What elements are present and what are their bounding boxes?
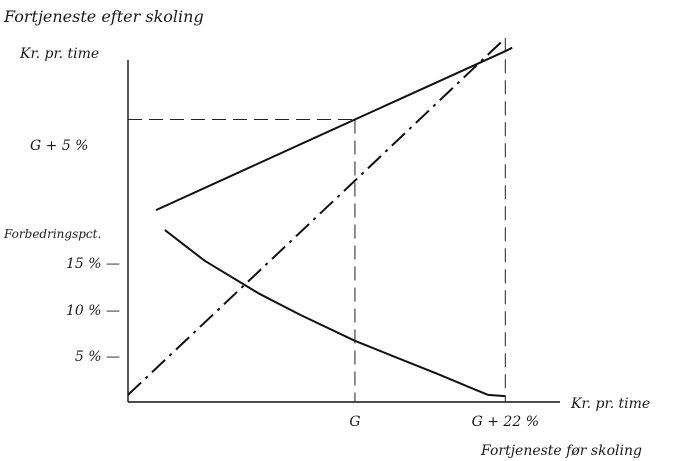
series-line-2 xyxy=(164,229,506,398)
tick-labels: G G + 22 % G + 5 % 15 % — 10 % — 5 % — xyxy=(30,138,539,430)
x-axis-title: Fortjeneste før skoling xyxy=(480,443,642,459)
x-axis-unit: Kr. pr. time xyxy=(570,396,650,412)
y-secondary-title: Forbedringspct. xyxy=(3,227,101,241)
series-line-0 xyxy=(155,46,513,212)
y-secondary-tick-label-0: 15 % — xyxy=(66,256,120,272)
x-tick-label-0: G xyxy=(349,414,360,430)
series-line-1 xyxy=(127,37,506,396)
y-axis-title: Fortjeneste efter skoling xyxy=(3,7,204,26)
y-secondary-tick-label-2: 5 % — xyxy=(75,349,120,365)
y-axis-unit: Kr. pr. time xyxy=(19,46,99,62)
y-tick-label-0: G + 5 % xyxy=(30,138,88,154)
series-group xyxy=(127,37,513,398)
x-tick-label-1: G + 22 % xyxy=(472,414,539,430)
y-secondary-tick-label-1: 10 % — xyxy=(66,303,120,319)
reference-lines xyxy=(128,38,506,402)
